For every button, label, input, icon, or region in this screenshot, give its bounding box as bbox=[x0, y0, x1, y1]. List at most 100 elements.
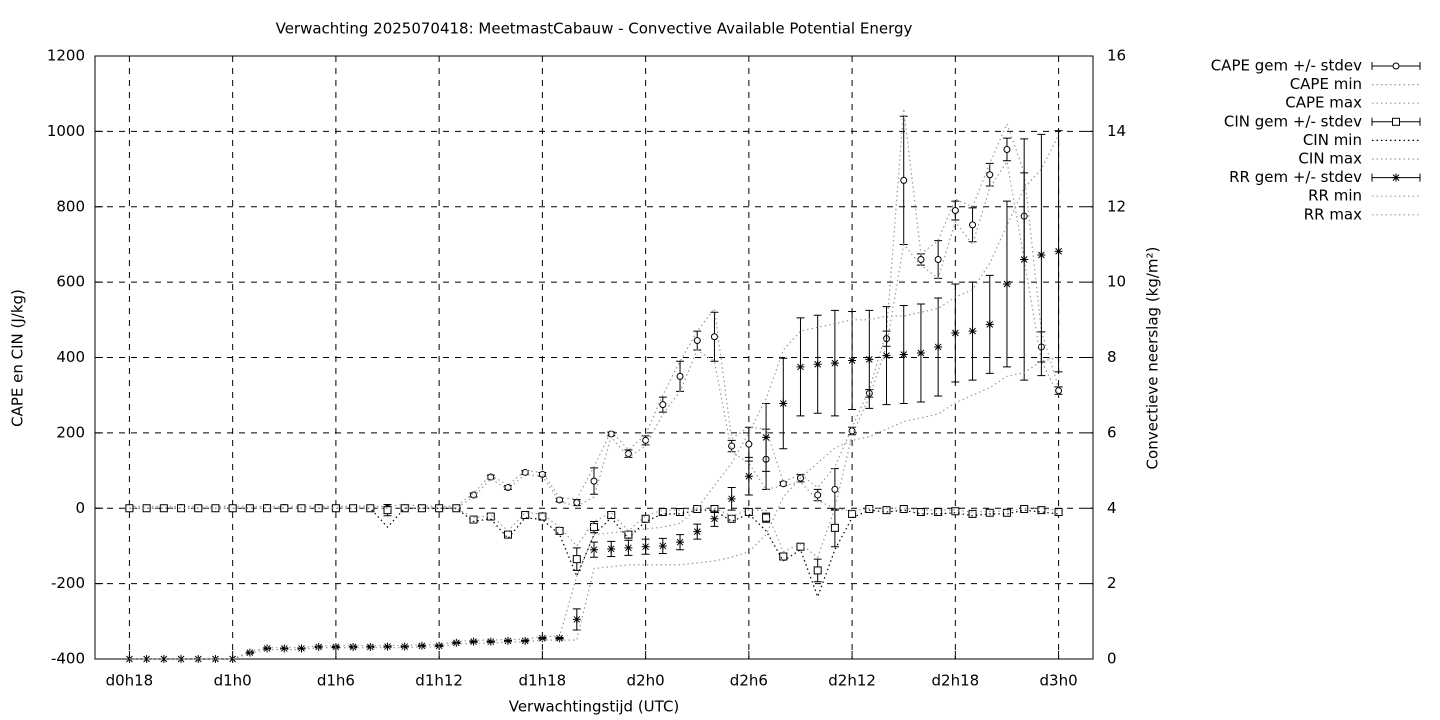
marker bbox=[813, 360, 822, 369]
y2-axis-label: Convectieve neerslag (kg/m²) bbox=[1144, 247, 1162, 470]
marker bbox=[934, 342, 943, 351]
marker bbox=[280, 644, 289, 653]
marker bbox=[934, 508, 943, 517]
marker bbox=[263, 504, 272, 513]
marker bbox=[280, 504, 289, 513]
line bbox=[129, 108, 1060, 507]
marker bbox=[676, 538, 685, 547]
marker bbox=[917, 256, 925, 264]
marker bbox=[882, 351, 891, 360]
marker bbox=[693, 527, 702, 536]
marker bbox=[245, 504, 254, 513]
marker bbox=[590, 477, 598, 485]
marker bbox=[1054, 508, 1063, 517]
marker bbox=[228, 655, 237, 663]
marker bbox=[555, 526, 564, 535]
marker bbox=[159, 655, 168, 663]
marker bbox=[573, 499, 581, 507]
marker bbox=[899, 350, 908, 359]
legend-label: CIN min bbox=[1303, 131, 1362, 149]
marker bbox=[469, 637, 478, 646]
marker bbox=[710, 514, 719, 523]
marker bbox=[1037, 506, 1046, 515]
x-tick-label: d0h18 bbox=[106, 672, 154, 690]
marker bbox=[934, 256, 942, 264]
marker bbox=[331, 504, 340, 513]
y-tick-label: 1000 bbox=[47, 122, 85, 140]
marker bbox=[452, 638, 461, 647]
marker bbox=[796, 362, 805, 371]
x-axis-label: Verwachtingstijd (UTC) bbox=[509, 698, 680, 716]
marker bbox=[642, 436, 650, 444]
marker bbox=[658, 508, 667, 517]
marker bbox=[848, 509, 857, 518]
marker bbox=[951, 507, 960, 516]
y-tick-label: 600 bbox=[56, 273, 85, 291]
marker bbox=[865, 505, 874, 514]
line bbox=[129, 159, 1060, 510]
x-tick-label: d1h6 bbox=[317, 672, 355, 690]
marker bbox=[728, 442, 736, 450]
marker bbox=[366, 642, 375, 651]
marker bbox=[177, 655, 186, 663]
legend-marker bbox=[1392, 117, 1400, 126]
marker bbox=[985, 508, 994, 517]
marker bbox=[916, 508, 925, 517]
marker bbox=[968, 509, 977, 518]
y2-tick-label: 0 bbox=[1107, 650, 1117, 668]
marker bbox=[521, 511, 530, 520]
marker bbox=[1002, 508, 1011, 517]
marker bbox=[624, 543, 633, 552]
marker bbox=[882, 506, 891, 515]
y-axis-label: CAPE en CIN (J/kg) bbox=[9, 289, 27, 427]
marker bbox=[745, 440, 753, 448]
marker bbox=[417, 641, 426, 650]
marker bbox=[969, 221, 977, 229]
marker bbox=[986, 171, 994, 179]
y-tick-label: -200 bbox=[51, 574, 85, 592]
x-tick-label: d2h12 bbox=[828, 672, 876, 690]
y-tick-label: 400 bbox=[56, 348, 85, 366]
marker bbox=[503, 530, 512, 539]
marker bbox=[263, 644, 272, 653]
marker bbox=[676, 508, 685, 517]
marker bbox=[228, 504, 237, 513]
y-tick-label: 200 bbox=[56, 423, 85, 441]
marker bbox=[899, 505, 908, 514]
legend-marker bbox=[1392, 62, 1400, 70]
y-tick-label: 1200 bbox=[47, 47, 85, 65]
marker bbox=[555, 634, 564, 643]
marker bbox=[159, 504, 168, 513]
marker bbox=[435, 641, 444, 650]
marker bbox=[1003, 145, 1011, 153]
x-tick-label: d1h0 bbox=[214, 672, 252, 690]
marker bbox=[142, 655, 151, 663]
legend-label: RR gem +/- stdev bbox=[1229, 168, 1362, 186]
marker bbox=[486, 637, 495, 646]
marker bbox=[590, 545, 598, 554]
marker bbox=[486, 512, 495, 521]
x-tick-label: d1h18 bbox=[519, 672, 567, 690]
marker bbox=[968, 327, 977, 336]
marker bbox=[572, 555, 581, 564]
marker bbox=[951, 207, 959, 215]
y-tick-label: 0 bbox=[75, 499, 85, 517]
marker bbox=[659, 401, 667, 409]
y2-tick-label: 8 bbox=[1107, 348, 1117, 366]
marker bbox=[693, 337, 701, 345]
marker bbox=[985, 320, 994, 329]
y2-tick-label: 2 bbox=[1107, 574, 1117, 592]
marker bbox=[1002, 280, 1011, 289]
marker bbox=[1054, 247, 1063, 256]
marker bbox=[470, 491, 478, 499]
x-tick-label: d1h12 bbox=[415, 672, 463, 690]
marker bbox=[521, 468, 529, 476]
y2-tick-label: 16 bbox=[1107, 47, 1126, 65]
plot-frame bbox=[94, 55, 1094, 660]
marker bbox=[641, 514, 650, 523]
marker bbox=[916, 348, 925, 357]
marker bbox=[469, 515, 478, 524]
marker bbox=[245, 648, 254, 657]
marker bbox=[538, 634, 547, 643]
